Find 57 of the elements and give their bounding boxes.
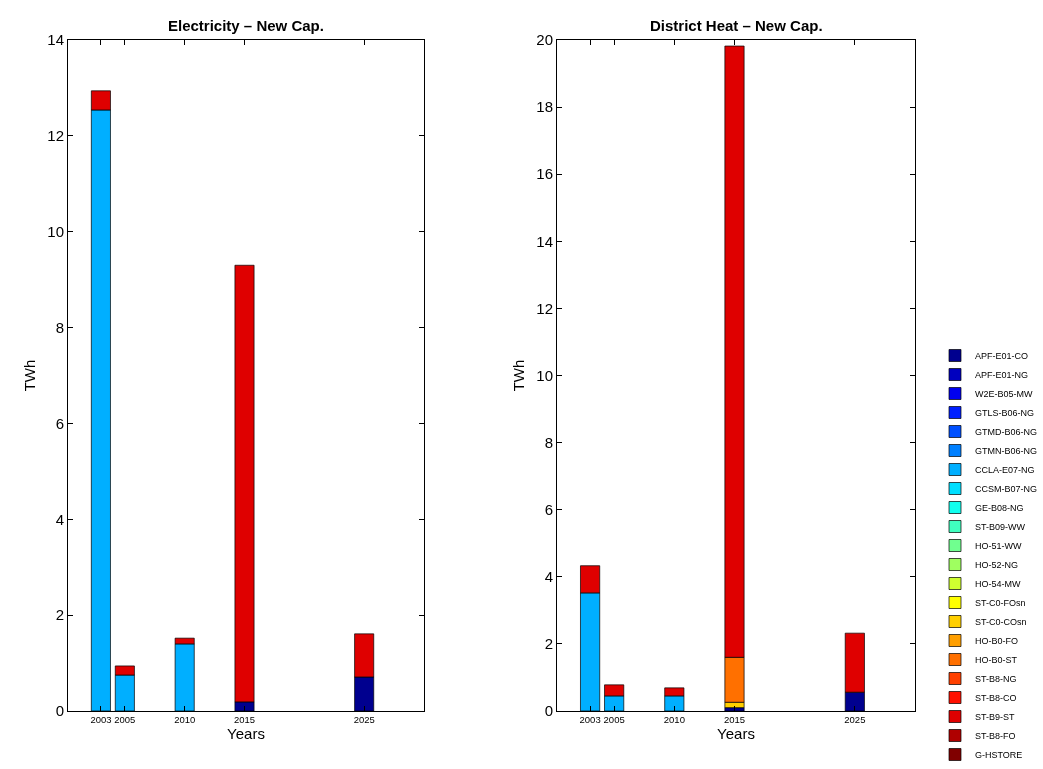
x-tick-label: 2005 [603, 714, 625, 726]
x-tick-label: 2003 [579, 714, 601, 726]
chart-title: District Heat – New Cap. [650, 17, 823, 34]
legend-label: HO-51-WW [975, 541, 1022, 552]
legend-label: HO-54-MW [975, 579, 1021, 590]
legend-label: G-HSTORE [975, 750, 1023, 761]
y-tick-label: 6 [544, 500, 553, 518]
y-tick-label: 0 [55, 702, 64, 720]
y-tick-label: 4 [544, 568, 553, 586]
legend-label: ST-C0-FOsn [975, 598, 1026, 609]
legend-label: CCSM-B07-NG [975, 484, 1038, 495]
x-tick-label: 2025 [353, 714, 375, 726]
y-tick-label: 12 [536, 299, 553, 317]
y-tick-label: 2 [55, 606, 64, 624]
legend-label: HO-B0-ST [975, 655, 1018, 666]
x-axis-title: Years [227, 725, 265, 743]
legend-label: ST-B09-WW [975, 522, 1026, 533]
y-tick-label: 18 [536, 98, 553, 116]
legend-label: ST-B8-CO [975, 693, 1017, 704]
y-tick-label: 12 [47, 127, 64, 145]
x-tick-label: 2025 [844, 714, 866, 726]
legend-label: ST-C0-COsn [975, 617, 1027, 628]
y-tick-label: 4 [55, 510, 64, 528]
y-tick-label: 8 [55, 318, 64, 336]
legend-label: APF-E01-NG [975, 370, 1029, 381]
legend-label: ST-B8-NG [975, 674, 1017, 685]
y-tick-label: 6 [55, 414, 64, 432]
y-tick-label: 0 [544, 702, 553, 720]
y-tick-label: 10 [536, 366, 553, 384]
y-axis-title: TWh [509, 359, 527, 392]
legend-label: APF-E01-CO [975, 351, 1029, 362]
legend-label: GTLS-B06-NG [975, 408, 1035, 419]
y-tick-label: 20 [536, 31, 553, 49]
legend-label: CCLA-E07-NG [975, 465, 1035, 476]
legend-label: GTMN-B06-NG [975, 446, 1038, 457]
y-tick-label: 16 [536, 165, 553, 183]
y-tick-label: 14 [47, 31, 64, 49]
x-tick-label: 2005 [114, 714, 136, 726]
y-tick-label: 8 [544, 433, 553, 451]
y-tick-label: 14 [536, 232, 553, 250]
y-axis-title: TWh [20, 359, 38, 392]
y-tick-label: 2 [544, 635, 553, 653]
legend-label: HO-B0-FO [975, 636, 1019, 647]
legend-label: W2E-B05-MW [975, 389, 1034, 400]
x-tick-label: 2015 [233, 714, 256, 726]
x-tick-label: 2015 [723, 714, 746, 726]
x-tick-label: 2003 [90, 714, 112, 726]
legend-label: HO-52-NG [975, 560, 1019, 571]
legend-label: ST-B9-ST [975, 712, 1016, 723]
legend-label: GTMD-B06-NG [975, 427, 1038, 438]
legend-label: GE-B08-NG [975, 503, 1024, 514]
x-tick-label: 2010 [663, 714, 685, 726]
chart-title: Electricity – New Cap. [168, 17, 324, 34]
legend-label: ST-B8-FO [975, 731, 1016, 742]
x-axis-title: Years [717, 725, 755, 743]
x-tick-label: 2010 [174, 714, 196, 726]
y-tick-label: 10 [47, 222, 64, 240]
